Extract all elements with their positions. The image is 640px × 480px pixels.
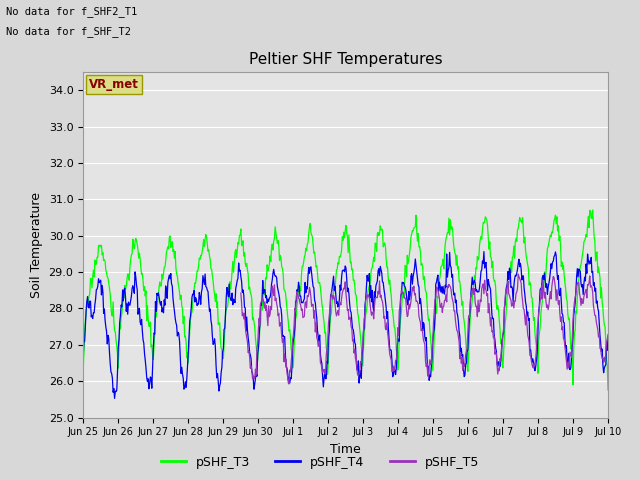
Line: pSHF_T5: pSHF_T5 <box>241 274 608 384</box>
pSHF_T3 <box>79 366 87 372</box>
pSHF_T4 <box>225 294 232 300</box>
pSHF_T4 <box>426 377 433 383</box>
pSHF_T3 <box>89 274 97 280</box>
pSHF_T3 <box>196 256 204 262</box>
Text: No data for f_SHF_T2: No data for f_SHF_T2 <box>6 25 131 36</box>
pSHF_T3 <box>143 317 150 323</box>
pSHF_T3 <box>424 317 432 323</box>
Title: Peltier SHF Temperatures: Peltier SHF Temperatures <box>249 52 442 67</box>
X-axis label: Time: Time <box>330 443 361 456</box>
Text: No data for f_SHF2_T1: No data for f_SHF2_T1 <box>6 6 138 17</box>
Text: VR_met: VR_met <box>89 78 139 91</box>
pSHF_T3 <box>224 303 232 309</box>
pSHF_T5 <box>409 288 417 294</box>
pSHF_T3 <box>589 207 596 213</box>
pSHF_T4 <box>79 354 87 360</box>
pSHF_T5 <box>604 332 612 337</box>
pSHF_T4 <box>604 335 612 340</box>
pSHF_T5 <box>424 373 432 379</box>
Line: pSHF_T4: pSHF_T4 <box>83 252 608 398</box>
pSHF_T4 <box>89 316 97 322</box>
pSHF_T3 <box>604 387 612 393</box>
pSHF_T4 <box>111 396 118 401</box>
Line: pSHF_T3: pSHF_T3 <box>83 210 608 390</box>
pSHF_T4 <box>480 249 488 254</box>
pSHF_T4 <box>143 379 151 384</box>
pSHF_T3 <box>409 228 417 234</box>
Legend: pSHF_T3, pSHF_T4, pSHF_T5: pSHF_T3, pSHF_T4, pSHF_T5 <box>156 451 484 474</box>
Y-axis label: Soil Temperature: Soil Temperature <box>30 192 43 298</box>
pSHF_T4 <box>197 301 205 307</box>
pSHF_T4 <box>410 270 418 276</box>
